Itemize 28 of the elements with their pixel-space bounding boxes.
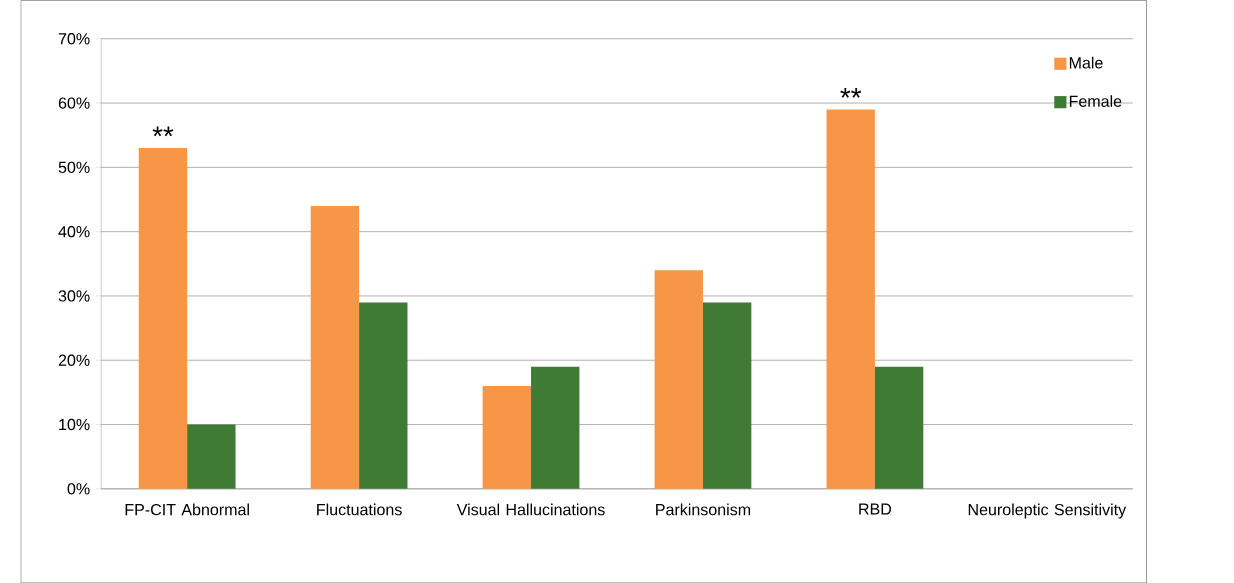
x-tick-label: FP-CIT Abnormal [125, 503, 249, 516]
y-tick-label: 70% [58, 32, 90, 45]
y-tick-label: 60% [58, 97, 90, 109]
y-tick-label: 0% [67, 483, 90, 495]
legend-label: Male [1069, 56, 1103, 69]
x-tick-label: RBD [859, 503, 892, 515]
y-tick-label: 20% [58, 354, 90, 366]
bar [359, 302, 408, 489]
bar [654, 270, 703, 489]
x-tick-label: Fluctuations [317, 503, 402, 516]
y-tick-label: 10% [59, 418, 90, 431]
bar [874, 366, 924, 489]
legend-label: Female [1069, 95, 1122, 107]
x-tick-label: Parkinsonism [656, 503, 751, 516]
bar [482, 385, 532, 489]
bar [826, 109, 875, 489]
annotation: ** [840, 87, 862, 98]
y-tick-label: 50% [58, 161, 90, 173]
bar [138, 147, 188, 489]
bar [702, 302, 752, 489]
bar [187, 424, 236, 489]
x-tick-label: Visual Hallucinations [456, 503, 605, 516]
bar [310, 205, 360, 489]
y-tick-label: 30% [58, 290, 90, 302]
bar [531, 366, 580, 489]
annotation: ** [152, 126, 174, 137]
y-tick-label: 40% [58, 225, 90, 238]
x-tick-label: Neuroleptic Sensitivity [968, 503, 1127, 519]
